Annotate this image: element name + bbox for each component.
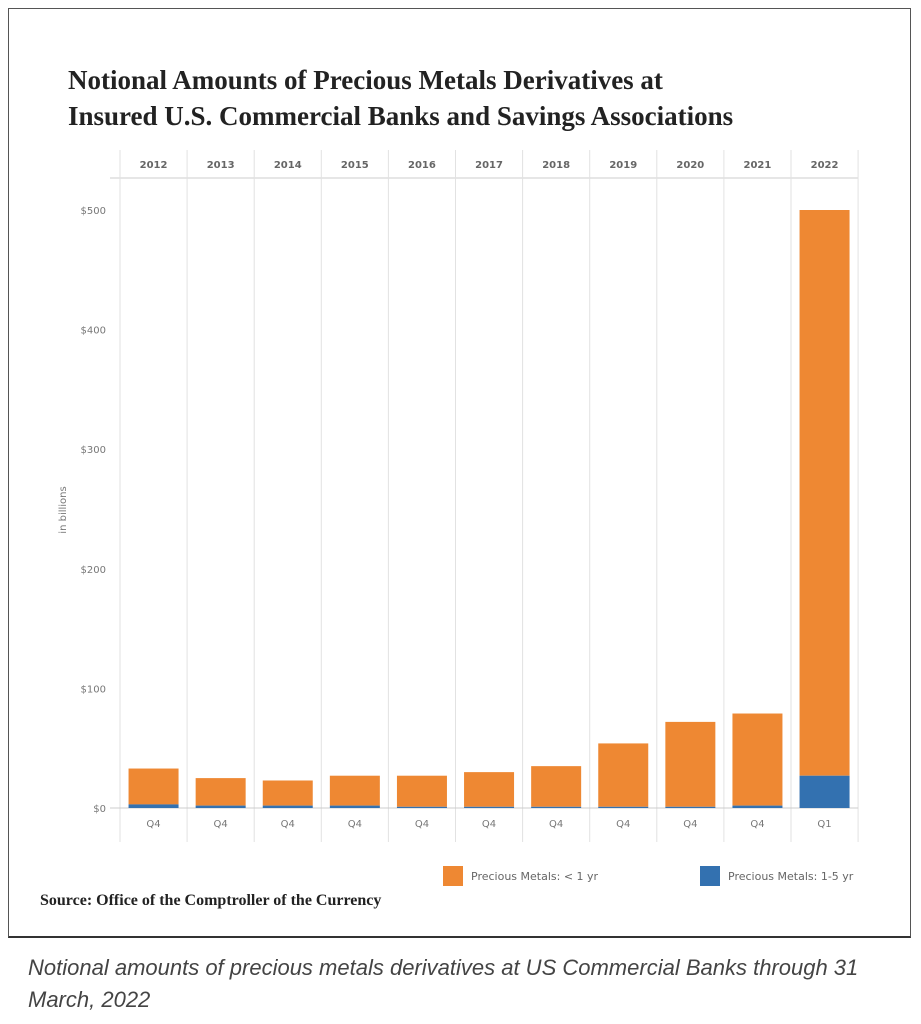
title-line-2: Insured U.S. Commercial Banks and Saving… [68, 101, 734, 131]
quarter-label: Q4 [616, 819, 630, 830]
bar-segment-short [598, 743, 649, 807]
source-note: Source: Office of the Comptroller of the… [40, 892, 382, 909]
bar-segment-short [464, 772, 515, 807]
year-label: 2019 [609, 160, 637, 171]
bar-segment-long [195, 805, 246, 808]
bar-segment-long [598, 806, 649, 808]
legend-item-short: Precious Metals: < 1 yr [443, 866, 598, 886]
bar-segment-long [464, 806, 515, 808]
bar-segment-long [799, 775, 850, 808]
bar-segment-short [799, 210, 850, 776]
bar-segment-long [262, 805, 313, 808]
bar-segment-short [329, 775, 380, 806]
bar-segment-short [195, 778, 246, 806]
bar-segment-short [531, 766, 582, 807]
quarter-label: Q4 [281, 819, 295, 830]
bar-segment-long [665, 806, 716, 808]
year-label: 2016 [408, 160, 436, 171]
figure-caption: Notional amounts of precious metals deri… [28, 955, 859, 1012]
quarter-label: Q4 [214, 819, 228, 830]
quarter-label: Q1 [817, 819, 831, 830]
quarter-label: Q4 [146, 819, 160, 830]
quarter-label: Q4 [549, 819, 563, 830]
bar-segment-short [396, 775, 447, 807]
year-label: 2015 [341, 160, 369, 171]
bar-chart: $0 $100 $200 $300 $400 $500 in billions 2012 Q4 2… [58, 150, 859, 842]
chart-title: Notional Amounts of Precious Metals Deri… [68, 62, 888, 134]
bar-segment-long [732, 805, 783, 808]
legend-label-long: Precious Metals: 1-5 yr [728, 869, 854, 883]
bar-segment-long [531, 806, 582, 808]
year-label: 2012 [140, 160, 168, 171]
year-label: 2017 [475, 160, 503, 171]
bar-segment-long [396, 806, 447, 808]
year-label: 2020 [676, 160, 704, 171]
y-tick-label: $0 [93, 804, 106, 815]
y-tick-label: $200 [81, 565, 106, 576]
year-label: 2013 [207, 160, 235, 171]
bar-segment-long [329, 805, 380, 808]
quarter-label: Q4 [348, 819, 362, 830]
bar-segment-short [262, 780, 313, 806]
bar-segment-long [128, 804, 179, 808]
quarter-label: Q4 [683, 819, 697, 830]
bar-segment-short [665, 721, 716, 807]
quarter-label: Q4 [415, 819, 429, 830]
y-tick-label: $100 [81, 684, 106, 695]
legend-label-short: Precious Metals: < 1 yr [471, 869, 599, 883]
year-label: 2022 [811, 160, 839, 171]
bar-segment-short [128, 768, 179, 805]
bar-segment-short [732, 713, 783, 806]
year-label: 2018 [542, 160, 570, 171]
y-tick-label: $300 [81, 445, 106, 456]
quarter-label: Q4 [750, 819, 764, 830]
legend-item-long: Precious Metals: 1-5 yr [700, 866, 853, 886]
quarter-label: Q4 [482, 819, 496, 830]
legend-swatch-long [700, 866, 720, 886]
y-axis-label: in billions [58, 486, 69, 533]
year-label: 2021 [744, 160, 772, 171]
title-line-1: Notional Amounts of Precious Metals Deri… [68, 65, 663, 95]
y-tick-label: $500 [81, 206, 106, 217]
y-tick-label: $400 [81, 326, 106, 337]
year-label: 2014 [274, 160, 302, 171]
legend-swatch-short [443, 866, 463, 886]
